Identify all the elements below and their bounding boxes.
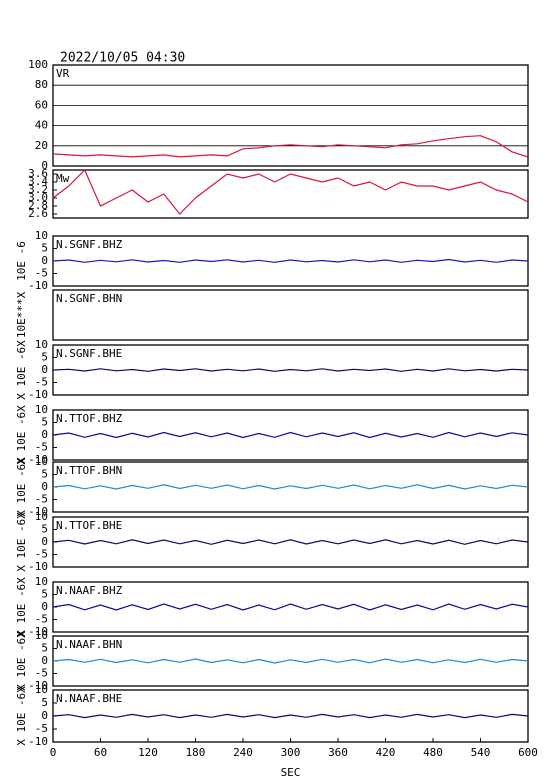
- y-tick-label: 40: [35, 119, 48, 132]
- panel-label: VR: [56, 67, 70, 80]
- y-axis-label: X 10E -6X: [15, 512, 28, 572]
- x-tick-label: 240: [233, 746, 253, 759]
- y-tick-label: -10: [28, 388, 48, 401]
- data-line: [52, 658, 529, 664]
- panel-label: N.SGNF.BHN: [56, 292, 122, 305]
- data-line: [52, 168, 529, 215]
- panel-label: N.NAAF.BHN: [56, 638, 122, 651]
- y-axis-label: X 10E -6X: [15, 340, 28, 400]
- y-tick-label: 10: [35, 510, 48, 523]
- panel-label: N.TTOF.BHZ: [56, 412, 123, 425]
- y-tick-label: 5: [41, 642, 48, 655]
- panel-frame: [52, 64, 529, 167]
- y-tick-label: 5: [41, 468, 48, 481]
- y-tick-label: 3.4: [28, 175, 48, 188]
- y-axis-label: X 10E -6X: [15, 457, 28, 517]
- y-tick-label: -5: [35, 376, 48, 389]
- y-axis-label: X 10E -6X: [15, 577, 28, 637]
- x-tick-label: 540: [471, 746, 491, 759]
- y-tick-label: 80: [35, 78, 48, 91]
- panel-label: N.NAAF.BHE: [56, 692, 122, 705]
- y-tick-label: -5: [35, 493, 48, 506]
- y-tick-label: 0: [41, 709, 48, 722]
- y-axis-label: 10E -6: [15, 241, 28, 281]
- chart-title: 2022/10/05 04:30: [60, 51, 185, 66]
- y-tick-label: 10: [35, 229, 48, 242]
- x-tick-label: 480: [423, 746, 443, 759]
- panel-frame: [52, 169, 529, 219]
- data-line: [52, 539, 529, 545]
- y-tick-label: 0: [41, 254, 48, 267]
- y-tick-label: -10: [28, 679, 48, 692]
- y-tick-label: 0: [41, 363, 48, 376]
- x-tick-label: 600: [518, 746, 538, 759]
- y-tick-label: 0: [41, 600, 48, 613]
- y-tick-label: 20: [35, 139, 48, 152]
- x-tick-label: 300: [281, 746, 301, 759]
- y-axis-label: X 10E -6X: [15, 631, 28, 691]
- panel-label: N.SGNF.BHE: [56, 347, 122, 360]
- x-tick-label: 60: [94, 746, 107, 759]
- x-tick-label: 180: [186, 746, 206, 759]
- panel-label: N.TTOF.BHN: [56, 464, 122, 477]
- y-tick-label: -5: [35, 722, 48, 735]
- panel-label: N.SGNF.BHZ: [56, 238, 123, 251]
- y-tick-label: 5: [41, 523, 48, 536]
- x-tick-label: 120: [138, 746, 158, 759]
- y-tick-label: 3.6: [28, 167, 48, 180]
- panel-label: N.TTOF.BHE: [56, 519, 122, 532]
- data-line: [52, 135, 529, 158]
- y-tick-label: -10: [28, 560, 48, 573]
- y-tick-label: 3.0: [28, 191, 48, 204]
- y-axis-label: X 10E -6X: [15, 405, 28, 465]
- y-tick-label: -5: [35, 441, 48, 454]
- y-tick-label: -5: [35, 613, 48, 626]
- y-tick-label: 5: [41, 242, 48, 255]
- y-tick-label: 10: [35, 575, 48, 588]
- y-tick-label: 0: [41, 480, 48, 493]
- y-tick-label: 0: [41, 535, 48, 548]
- y-tick-label: -5: [35, 267, 48, 280]
- x-tick-label: 0: [50, 746, 57, 759]
- y-tick-label: 0: [41, 428, 48, 441]
- data-line: [52, 484, 529, 490]
- data-line: [52, 603, 529, 611]
- y-tick-label: 10: [35, 338, 48, 351]
- y-tick-label: 5: [41, 588, 48, 601]
- data-line: [52, 368, 529, 372]
- y-tick-label: 2.6: [28, 207, 48, 220]
- x-axis-label: SEC: [281, 766, 301, 779]
- y-tick-label: -10: [28, 453, 48, 466]
- y-tick-label: 10: [35, 403, 48, 416]
- y-tick-label: -10: [28, 505, 48, 518]
- x-tick-label: 420: [376, 746, 396, 759]
- y-tick-label: -5: [35, 548, 48, 561]
- panel-label: Mw: [56, 172, 70, 185]
- y-tick-label: 10: [35, 683, 48, 696]
- y-tick-label: -10: [28, 279, 48, 292]
- panel-frame: [52, 289, 529, 341]
- y-tick-label: 10: [35, 455, 48, 468]
- y-tick-label: 0: [41, 654, 48, 667]
- y-tick-label: 60: [35, 98, 48, 111]
- y-tick-label: -10: [28, 625, 48, 638]
- panel-label: N.NAAF.BHZ: [56, 584, 123, 597]
- y-tick-label: 5: [41, 416, 48, 429]
- y-tick-label: -10: [28, 735, 48, 748]
- y-tick-label: 100: [28, 58, 48, 71]
- y-tick-label: 5: [41, 696, 48, 709]
- data-line: [52, 431, 529, 439]
- x-tick-label: 360: [328, 746, 348, 759]
- y-axis-label: X 10E -6X: [15, 686, 28, 746]
- y-tick-label: -5: [35, 667, 48, 680]
- y-tick-label: 5: [41, 351, 48, 364]
- data-line: [52, 713, 529, 719]
- y-tick-label: 10: [35, 629, 48, 642]
- y-tick-label: 2.8: [28, 199, 48, 212]
- y-tick-label: 0: [41, 159, 48, 172]
- y-axis-label: 10E***X: [15, 291, 28, 338]
- data-line: [52, 258, 529, 263]
- y-tick-label: 3.2: [28, 183, 48, 196]
